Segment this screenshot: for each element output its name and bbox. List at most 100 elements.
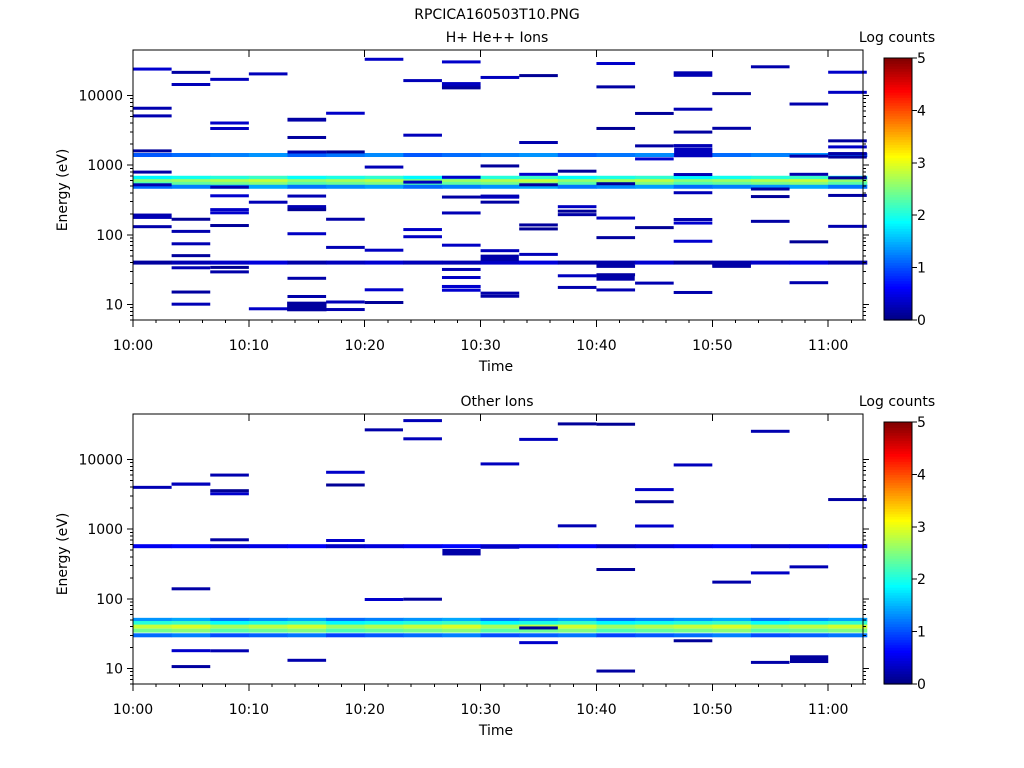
heatmap-cell: [712, 126, 751, 130]
heatmap-cell: [519, 626, 558, 630]
heatmap-cell: [210, 492, 249, 496]
heatmap-cell: [828, 139, 867, 143]
heatmap-cell: [635, 281, 674, 285]
heatmap-cell: [596, 216, 636, 220]
heatmap-cell: [403, 624, 443, 629]
heatmap-cell: [287, 194, 327, 198]
heatmap-cell: [403, 228, 442, 232]
heatmap-cell: [441, 181, 482, 186]
heatmap-cell: [635, 111, 674, 115]
heatmap-block: [287, 301, 327, 312]
heatmap-cell: [789, 154, 829, 158]
heatmap-cell: [403, 181, 443, 186]
heatmap-cell: [480, 624, 520, 629]
heatmap-cell: [210, 489, 249, 493]
heatmap-cell: [364, 288, 404, 292]
heatmap-cell: [171, 153, 211, 158]
heatmap-cell: [557, 181, 597, 186]
heatmap-cell: [441, 82, 481, 86]
colorbar-tick-label: 4: [917, 467, 926, 483]
heatmap-cell: [403, 79, 442, 83]
heatmap-cell: [171, 587, 211, 591]
heatmap-cell: [441, 179, 482, 184]
heatmap-cell: [133, 215, 172, 219]
heatmap-cell: [519, 175, 559, 180]
heatmap-cell: [287, 544, 327, 549]
heatmap-cell: [326, 633, 366, 638]
heatmap-cell: [210, 633, 250, 638]
heatmap-area: [133, 419, 868, 673]
heatmap-cell: [210, 181, 250, 186]
heatmap-cell: [789, 172, 829, 176]
heatmap-block: [674, 147, 713, 158]
heatmap-cell: [287, 118, 327, 122]
heatmap-cell: [210, 126, 249, 130]
heatmap-cell: [210, 175, 250, 180]
heatmap-cell: [828, 193, 867, 197]
heatmap-cell: [248, 184, 288, 189]
heatmap-cell: [596, 288, 636, 292]
heatmap-cell: [403, 419, 442, 423]
heatmap-cell: [133, 621, 173, 626]
heatmap-cell: [364, 597, 404, 601]
heatmap-cell: [557, 285, 597, 289]
heatmap-cell: [673, 181, 713, 186]
colorbar-label: Log counts: [859, 30, 935, 46]
heatmap-cell: [326, 175, 366, 180]
heatmap-cell: [673, 290, 713, 294]
heatmap-cell: [519, 227, 558, 231]
heatmap-cell: [403, 235, 442, 239]
heatmap-cell: [750, 65, 790, 69]
heatmap-cell: [326, 539, 365, 543]
heatmap-cell: [750, 219, 790, 223]
heatmap-cell: [789, 184, 829, 189]
panel-h-he-ions: H+ He++ Ions Log counts Time Energy (eV)…: [55, 30, 935, 375]
heatmap-cell: [596, 273, 636, 277]
heatmap-cell: [248, 617, 288, 622]
y-tick-label: 100: [96, 228, 123, 244]
heatmap-cell: [828, 624, 868, 629]
heatmap-cell: [171, 665, 211, 669]
heatmap-cell: [828, 628, 868, 633]
heatmap-cell: [133, 213, 172, 217]
heatmap-cell: [673, 184, 713, 189]
heatmap-cell: [210, 628, 250, 633]
heatmap-cell: [441, 211, 481, 215]
heatmap-cell: [133, 184, 173, 189]
colorbar-tick-label: 2: [917, 572, 926, 588]
heatmap-cell: [210, 624, 250, 629]
heatmap-cell: [133, 149, 172, 153]
heatmap-cell: [441, 633, 482, 638]
heatmap-cell: [441, 624, 482, 629]
heatmap-cell: [596, 126, 636, 130]
page-title: RPCICA160503T10.PNG: [414, 7, 579, 23]
heatmap-cell: [133, 628, 173, 633]
heatmap-cell: [403, 153, 443, 158]
heatmap-cell: [441, 184, 482, 189]
heatmap-cell: [441, 243, 481, 247]
heatmap-cell: [828, 70, 867, 74]
heatmap-cell: [480, 179, 520, 184]
x-axis-label: Time: [478, 723, 513, 739]
heatmap-cell: [789, 544, 829, 549]
heatmap-cell: [557, 179, 597, 184]
heatmap-cell: [828, 224, 867, 228]
heatmap-cell: [673, 73, 713, 77]
heatmap-cell: [171, 175, 211, 180]
heatmap-cell: [287, 153, 327, 158]
heatmap-cell: [750, 179, 791, 184]
x-tick-label: 10:50: [692, 338, 732, 354]
heatmap-cell: [441, 628, 482, 633]
heatmap-cell: [673, 221, 713, 225]
heatmap-cell: [789, 181, 829, 186]
heatmap-cell: [171, 229, 211, 233]
plot-axes: 10:00 10:10 10:20 10:30 10:40 10:50 11:00 10 100…: [78, 413, 869, 718]
heatmap-cell: [133, 183, 172, 187]
colorbar: 0 1 2 3 4 5: [883, 415, 926, 693]
heatmap-cell: [326, 628, 366, 633]
x-tick-label: 11:00: [808, 338, 848, 354]
heatmap-cell: [596, 179, 636, 184]
heatmap-cell: [248, 200, 288, 204]
heatmap-cell: [557, 175, 597, 180]
heatmap-cell: [519, 153, 559, 158]
